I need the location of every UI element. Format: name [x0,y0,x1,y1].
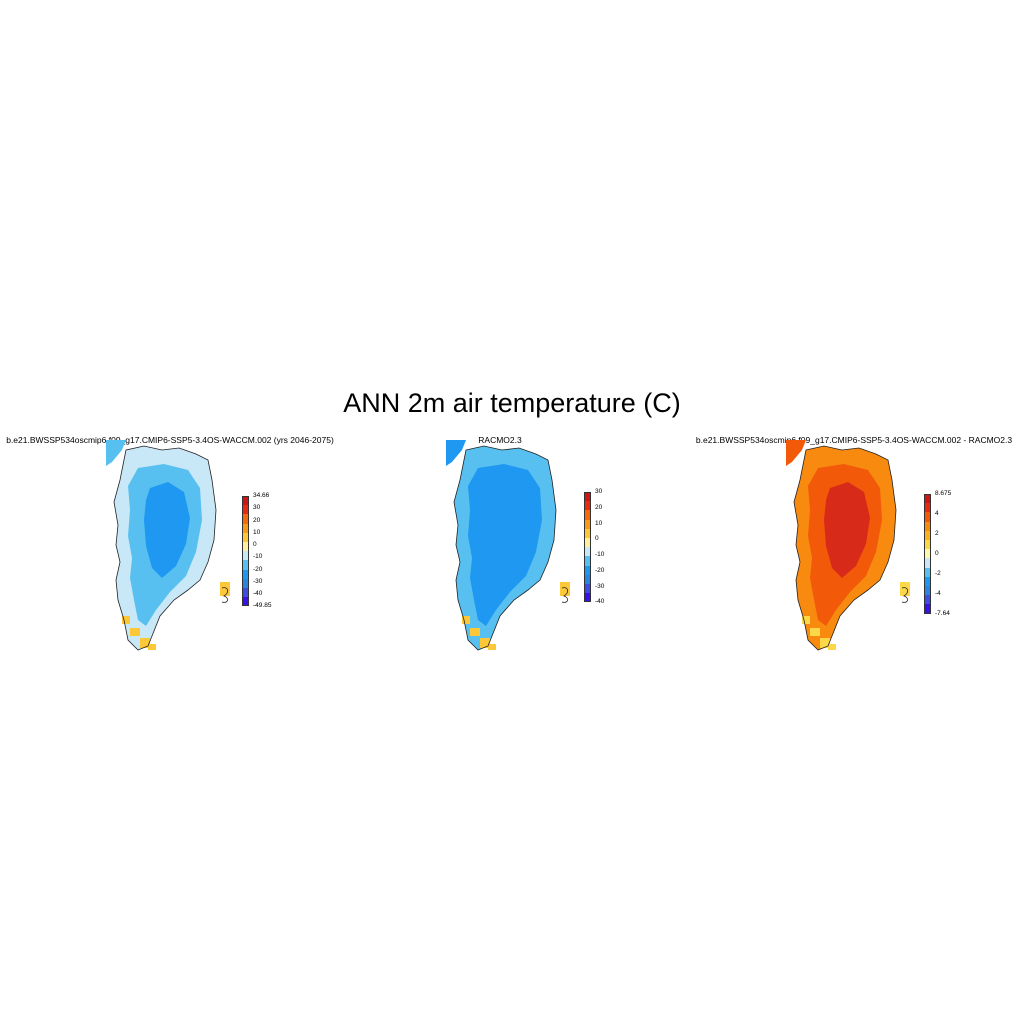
colorbar-label: -2 [935,569,941,577]
colorbar-segment [242,551,249,561]
colorbar-segment [584,547,591,557]
ellesmere-island [106,440,126,466]
colorbar-label: 2 [935,529,939,537]
coastal-cell [470,628,480,636]
coastline [453,445,557,651]
colorbar-label: 20 [253,516,261,524]
colorbar-segment [242,578,249,588]
colorbar-segment [584,538,591,548]
colorbar-segment [924,567,931,577]
coastal-cell [130,628,140,636]
colorbar-segment [242,560,249,570]
panel-title-model: b.e21.BWSSP534oscmip6.f09_g17.CMIP6-SSP5… [6,435,334,445]
colorbar-segment [242,523,249,533]
colorbar-frame [242,496,249,607]
colorbar-segment [924,512,931,522]
colorbar-label: -20 [595,566,605,574]
colorbar-segment [584,510,591,520]
colorbar-label: 4 [935,509,939,517]
colorbar-label: 0 [595,535,599,543]
colorbar-segment [242,505,249,515]
colorbar-label: 10 [595,519,603,527]
colorbar-segment [584,574,591,584]
colorbar-segment [584,584,591,594]
colorbar-segment [242,532,249,542]
colorbar-segment [584,593,591,603]
colorbar-segment [924,576,931,586]
colorbar-label: -20 [253,565,263,573]
coastal-cell [140,638,150,648]
panel-title-observation: RACMO2.3 [478,435,522,445]
ellesmere-island [786,440,806,466]
coastal-cell [802,616,810,624]
field-region-inner [484,482,530,578]
colorbar-label: -49.85 [253,602,272,610]
colorbar-segment [242,542,249,552]
colorbar-label: -30 [253,577,263,585]
field-region-inner [144,482,190,578]
colorbar-segment [924,604,931,614]
colorbar-segment [924,503,931,513]
colorbar-segment [924,494,931,504]
greenland-map-difference [786,440,910,651]
colorbar-segment [924,521,931,531]
coastline [793,445,897,651]
colorbar-label: -40 [253,590,263,598]
coastal-cell [462,616,470,624]
colorbar-label: -10 [595,551,605,559]
colorbar-segment [924,586,931,596]
colorbar-segment [584,501,591,511]
coastal-cell [560,582,570,596]
colorbar-segment [584,556,591,566]
coastal-cell [122,616,130,624]
colorbar-label: -10 [253,553,263,561]
colorbar-segment [584,565,591,575]
colorbar-label: 30 [253,504,261,512]
colorbar-segment [924,549,931,559]
coastal-cell [220,582,230,596]
colorbar-label: -40 [595,598,605,606]
colorbar-segment [242,514,249,524]
colorbar-label: 10 [253,528,261,536]
colorbar-segment [242,496,249,506]
colorbar-label: -7.64 [935,609,950,617]
coastline [113,445,217,651]
iceland-coastline [561,587,568,603]
colorbar-segment [924,530,931,540]
coastal-cell [488,644,496,650]
colorbar-segment [242,569,249,579]
coastal-cell [480,638,490,648]
colorbar-frame [584,492,591,603]
colorbar-label: 0 [253,541,257,549]
coastal-cell [828,644,836,650]
panel-title-difference: b.e21.BWSSP534oscmip6.f09_g17.CMIP6-SSP5… [695,435,1013,445]
coastal-cell [900,582,910,596]
colorbar-label: 34.66 [253,492,270,499]
colorbar-label: -30 [595,582,605,590]
field-region-inner [824,482,870,578]
colorbar-segment [242,597,249,607]
greenland-map-observation [446,440,570,651]
ellesmere-island [446,440,466,466]
colorbar-segment [924,540,931,550]
colorbar-segment [924,558,931,568]
colorbar-segment [924,595,931,605]
colorbar-label: -4 [935,589,941,597]
colorbar-label: 20 [595,503,603,511]
colorbar-segment [584,528,591,538]
coastal-cell [820,638,830,648]
coastal-cell [810,628,820,636]
colorbar-label: 30 [595,488,603,495]
coastal-cell [148,644,156,650]
colorbar-label: 0 [935,549,939,557]
greenland-map-model [106,440,230,651]
colorbar-segment [584,519,591,529]
colorbar-frame [924,494,931,614]
colorbar-segment [584,492,591,502]
colorbar-label: 8.675 [935,490,952,497]
colorbar-segment [242,588,249,598]
iceland-coastline [221,587,228,603]
figure-title: ANN 2m air temperature (C) [343,388,681,418]
iceland-coastline [901,587,908,603]
